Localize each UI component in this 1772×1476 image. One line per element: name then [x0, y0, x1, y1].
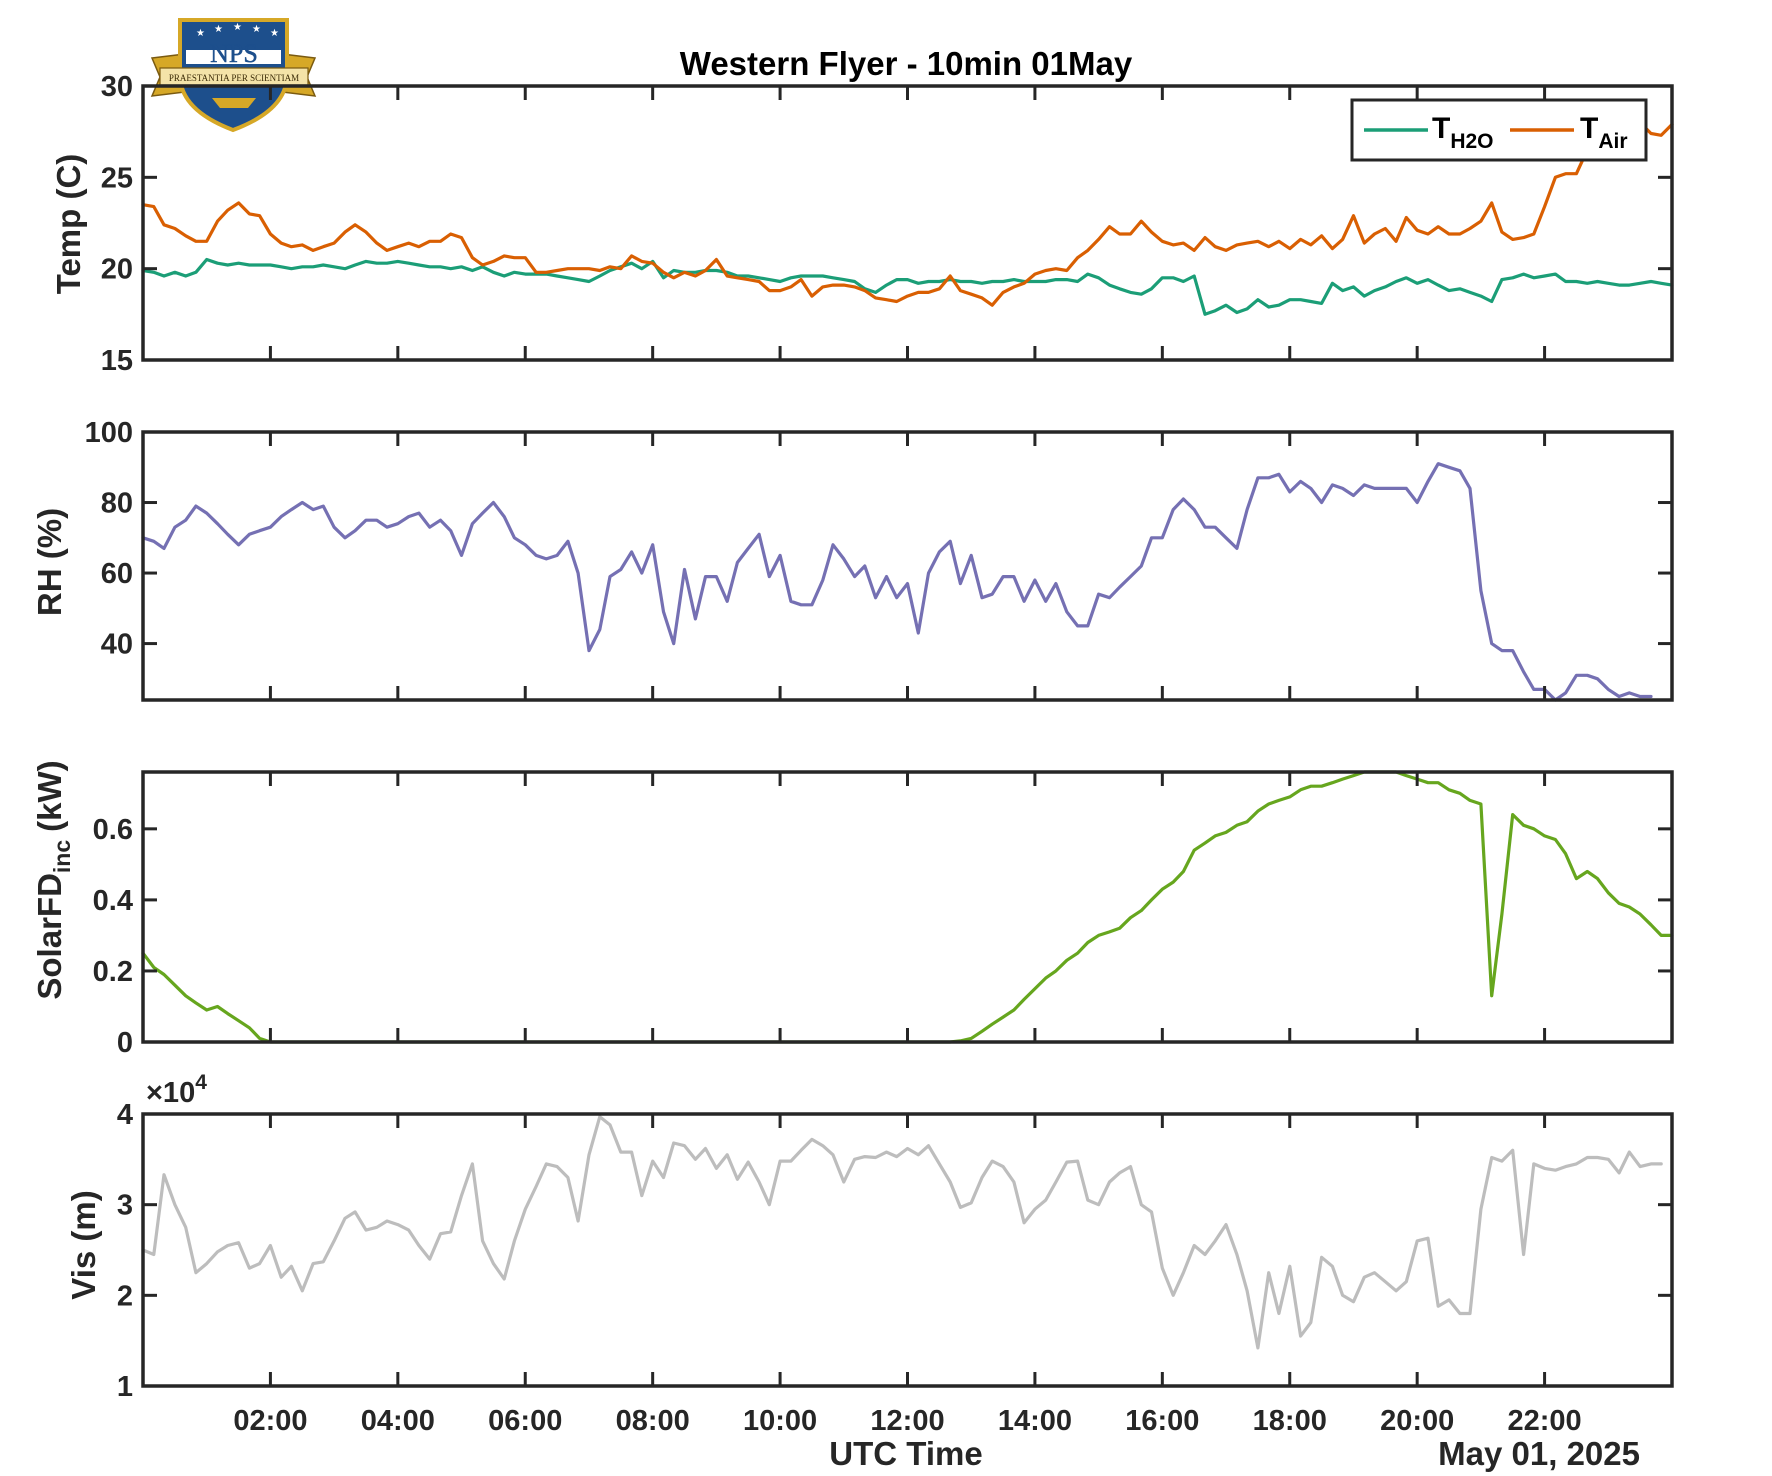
visibility-panel: 02:00 04:00 06:00 08:00 10:00 12:00 14:00 16:00…: [117, 1099, 1674, 1437]
solar-panel: 0 0.2 0.4 0.6: [93, 770, 1674, 1059]
legend-label-water-main: T: [1432, 112, 1450, 145]
rh-series-line-0: [141, 462, 1653, 702]
solar-y-label-unit: (kW): [31, 760, 68, 831]
solar-y-tick-label: 0: [117, 1027, 133, 1059]
vis-y-tick-label: 4: [117, 1099, 133, 1131]
solar-axes-box: [141, 770, 1674, 1044]
logo-star-icon: ★: [196, 28, 205, 39]
solar-y-label-main: SolarFD: [31, 873, 68, 1000]
vis-y-tick-label: 3: [117, 1190, 133, 1222]
x-axis-label: UTC Time: [829, 1435, 982, 1472]
legend-label-water: TH2O: [1432, 112, 1494, 153]
vis-y-label: Vis (m): [65, 1190, 102, 1299]
rh-y-tick-label: 80: [101, 488, 133, 520]
logo-star-icon: ★: [270, 28, 279, 39]
vis-exponent-label: ×104: [146, 1071, 207, 1109]
solar-y-tick-label: 0.2: [93, 956, 133, 988]
logo-ship-icon: [212, 98, 256, 108]
x-tick-label: 04:00: [361, 1405, 435, 1437]
temp-y-tick-label: 20: [101, 254, 133, 286]
x-tick-label: 12:00: [870, 1405, 944, 1437]
temp-y-tick-label: 15: [101, 345, 133, 377]
solar-series-line-0: [141, 770, 1674, 1044]
vis-series-line-0: [141, 1115, 1663, 1350]
legend: TH2O TAir: [1350, 98, 1648, 162]
x-tick-label: 10:00: [743, 1405, 817, 1437]
solar-y-tick-label: 0.4: [93, 885, 133, 917]
vis-y-tick-label: 2: [117, 1280, 133, 1312]
nps-logo: ★ ★ ★ ★ ★ NPS PRAESTANTIA PER SCIENTIAM: [150, 18, 317, 133]
logo-star-icon: ★: [214, 24, 223, 35]
logo-star-icon: ★: [233, 22, 242, 33]
x-tick-label: 14:00: [998, 1405, 1072, 1437]
x-tick-label: 20:00: [1380, 1405, 1454, 1437]
temp-series-line-1: [141, 120, 1674, 307]
temp-y-tick-label: 25: [101, 162, 133, 194]
humidity-panel: 40 60 80 100: [85, 417, 1674, 702]
logo-shield-band: [186, 50, 281, 64]
rh-y-tick-label: 60: [101, 558, 133, 590]
legend-box: [1350, 98, 1648, 162]
x-tick-label: 08:00: [616, 1405, 690, 1437]
x-tick-label: 06:00: [488, 1405, 562, 1437]
x-tick-label: 02:00: [233, 1405, 307, 1437]
logo-motto: PRAESTANTIA PER SCIENTIAM: [169, 73, 299, 83]
legend-label-air-main: T: [1580, 112, 1598, 145]
solar-y-tick-label: 0.6: [93, 814, 133, 846]
temp-series-line-0: [141, 257, 1674, 316]
date-label: May 01, 2025: [1438, 1435, 1640, 1472]
vis-exponent-base: ×10: [146, 1077, 195, 1109]
vis-exponent-power: 4: [195, 1071, 207, 1094]
temp-y-tick-label: 30: [101, 71, 133, 103]
solar-y-label: SolarFDinc (kW): [31, 760, 75, 999]
x-tick-label: 16:00: [1125, 1405, 1199, 1437]
logo-text: NPS: [210, 39, 258, 68]
chart-title: Western Flyer - 10min 01May: [680, 45, 1133, 82]
legend-label-air: TAir: [1580, 112, 1628, 153]
x-tick-label: 22:00: [1507, 1405, 1581, 1437]
legend-label-water-sub: H2O: [1450, 130, 1493, 153]
x-tick-label: 18:00: [1253, 1405, 1327, 1437]
rh-y-tick-label: 40: [101, 629, 133, 661]
legend-label-air-sub: Air: [1598, 130, 1627, 153]
logo-star-icon: ★: [252, 24, 261, 35]
rh-axes-box: [141, 430, 1674, 702]
rh-y-label: RH (%): [31, 508, 68, 616]
rh-y-tick-label: 100: [85, 417, 133, 449]
temperature-panel: 15 20 25 30: [101, 71, 1674, 377]
vis-axes-box: [141, 1112, 1674, 1388]
vis-y-tick-label: 1: [117, 1371, 133, 1403]
logo-stars: ★ ★ ★ ★ ★: [196, 22, 279, 39]
temp-y-label: Temp (C): [50, 154, 87, 295]
solar-y-label-sub: inc: [49, 840, 75, 873]
